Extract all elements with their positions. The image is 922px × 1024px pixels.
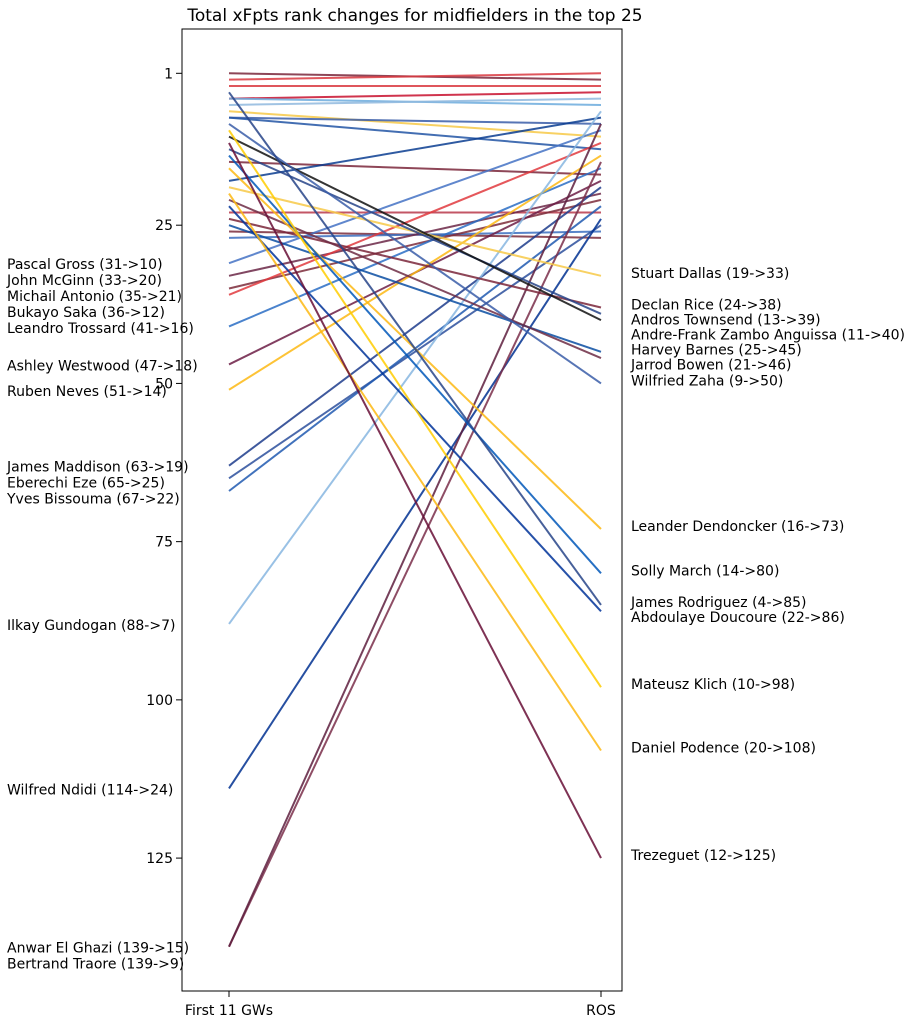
series-line xyxy=(228,141,602,296)
player-label: Andre-Frank Zambo Anguissa (11->40) xyxy=(631,327,905,343)
player-label: Abdoulaye Doucoure (22->86) xyxy=(631,610,845,626)
player-label: James Rodriguez (4->85) xyxy=(630,595,807,611)
player-label: Declan Rice (24->38) xyxy=(631,297,782,313)
player-label: Stuart Dallas (19->33) xyxy=(631,266,789,282)
player-label: Wilfred Ndidi (114->24) xyxy=(7,782,173,798)
series-line xyxy=(228,217,602,309)
player-label: Anwar El Ghazi (139->15) xyxy=(7,941,189,957)
y-tick-label: 50 xyxy=(155,376,173,392)
series-line xyxy=(228,186,602,467)
player-label: Bertrand Traore (139->9) xyxy=(7,957,184,973)
y-tick-label: 1 xyxy=(164,66,173,82)
series-line xyxy=(228,97,602,106)
player-label: Andros Townsend (13->39) xyxy=(631,312,821,328)
player-label: Eberechi Eze (65->25) xyxy=(7,476,165,492)
y-tick-label: 25 xyxy=(155,218,173,234)
series-line xyxy=(228,91,602,606)
series-line xyxy=(228,116,602,182)
player-label: James Maddison (63->19) xyxy=(6,460,189,476)
player-label: Trezeguet (12->125) xyxy=(630,848,776,864)
series-line xyxy=(228,129,602,688)
player-label: Leandro Trossard (41->16) xyxy=(7,321,194,337)
player-label: Bukayo Saka (36->12) xyxy=(7,305,165,321)
series-line xyxy=(228,129,602,265)
player-label: Mateusz Klich (10->98) xyxy=(631,677,795,693)
series-lines xyxy=(228,72,602,948)
series-line xyxy=(228,116,602,125)
x-tick-label: First 11 GWs xyxy=(185,1003,273,1019)
right-player-labels: Stuart Dallas (19->33) Declan Rice (24->3… xyxy=(630,266,905,864)
y-tick-label: 100 xyxy=(146,693,173,709)
player-label: Yves Bissouma (67->22) xyxy=(6,492,180,508)
series-line xyxy=(228,110,602,138)
player-label: Michail Antonio (35->21) xyxy=(7,289,182,305)
player-label: Leander Dendoncker (16->73) xyxy=(631,519,844,535)
player-label: Solly March (14->80) xyxy=(631,563,779,579)
series-line xyxy=(228,154,602,391)
player-label: Ashley Westwood (47->18) xyxy=(7,358,198,374)
player-label: Ruben Neves (51->14) xyxy=(7,384,167,400)
left-player-labels: Pascal Gross (31->10)John McGinn (33->20… xyxy=(6,257,198,973)
player-label: Ilkay Gundogan (88->7) xyxy=(7,618,175,634)
series-line xyxy=(228,154,602,574)
player-label: John McGinn (33->20) xyxy=(6,273,162,289)
series-line xyxy=(228,110,602,625)
y-tick-label: 125 xyxy=(146,851,173,867)
player-label: Harvey Barnes (25->45) xyxy=(631,342,802,358)
y-tick-label: 75 xyxy=(155,535,173,551)
series-line xyxy=(228,116,602,151)
player-label: Pascal Gross (31->10) xyxy=(7,257,163,273)
x-tick-label: ROS xyxy=(586,1003,616,1019)
series-line xyxy=(228,160,602,176)
series-line xyxy=(228,192,602,752)
series-line xyxy=(228,91,602,100)
series-line xyxy=(228,123,602,385)
plot-frame xyxy=(181,28,623,992)
series-line xyxy=(228,224,602,480)
series-line xyxy=(228,142,602,859)
x-axis-ticks: First 11 GWs ROS xyxy=(185,991,616,1019)
series-line xyxy=(228,72,602,81)
chart-title: Total xFpts rank changes for midfielders… xyxy=(186,6,642,26)
player-label: Jarrod Bowen (21->46) xyxy=(630,357,791,373)
player-label: Daniel Podence (20->108) xyxy=(631,741,816,757)
player-label: Wilfried Zaha (9->50) xyxy=(631,373,783,389)
series-line xyxy=(228,218,602,790)
